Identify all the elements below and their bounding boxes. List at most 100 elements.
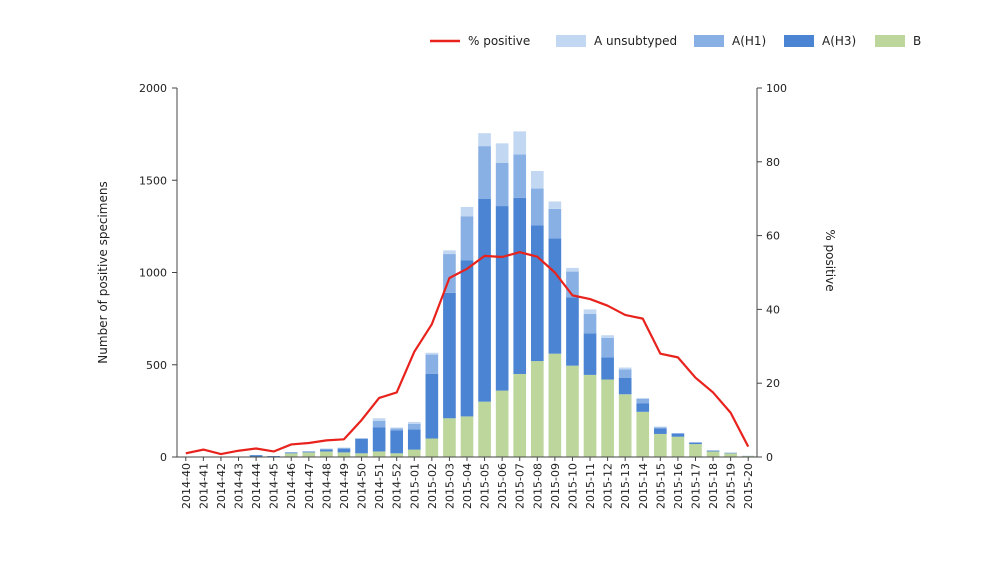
bar-a-h1--2015-01 — [407, 423, 421, 430]
bar-a-h1--2015-07 — [513, 154, 527, 198]
x-tick-label-2014-46: 2014-46 — [285, 463, 298, 509]
x-tick-label-2015-03: 2015-03 — [443, 463, 456, 509]
bar-a-h3--2014-50 — [355, 438, 368, 454]
right-axis-title: % positive — [823, 229, 837, 291]
bar-a-h1--2015-14 — [636, 398, 650, 404]
bar-a-h3--2014-46 — [284, 452, 298, 454]
bar-a-h1--2015-05 — [478, 146, 491, 199]
x-tick-label-2015-14: 2015-14 — [637, 463, 650, 509]
x-tick-label-2014-43: 2014-43 — [233, 463, 246, 509]
bar-a-h3--2015-18 — [706, 450, 720, 452]
legend-swatch-a-h1- — [694, 35, 724, 47]
legend-label-a-unsubtyped: A unsubtyped — [594, 34, 677, 48]
x-tick-label-2014-49: 2014-49 — [338, 463, 351, 509]
x-tick-label-2015-13: 2015-13 — [619, 463, 632, 509]
left-tick-label-1000: 1000 — [139, 267, 167, 280]
bar-a-h3--2014-48 — [320, 449, 333, 452]
bar-b-2015-04 — [460, 416, 474, 457]
bar-a-unsubtyped-2015-03 — [443, 250, 456, 255]
bar-b-2015-14 — [636, 411, 650, 457]
legend-label-%-positive: % positive — [468, 34, 530, 48]
legend-label-a-h3-: A(H3) — [822, 34, 856, 48]
bar-a-unsubtyped-2015-07 — [513, 131, 527, 155]
bar-a-h3--2015-14 — [636, 403, 650, 412]
x-tick-label-2015-11: 2015-11 — [584, 463, 597, 509]
bar-b-2014-48 — [320, 451, 333, 457]
bar-a-h3--2015-08 — [530, 225, 544, 362]
right-tick-label-100: 100 — [766, 82, 787, 95]
bar-a-h1--2015-11 — [583, 314, 597, 334]
bar-a-h1--2015-09 — [548, 208, 562, 239]
x-tick-label-2014-41: 2014-41 — [197, 463, 210, 509]
bar-a-h1--2015-02 — [425, 354, 439, 374]
bar-a-unsubtyped-2015-09 — [548, 201, 562, 209]
legend-swatch-b — [875, 35, 905, 47]
bar-b-2015-01 — [407, 449, 421, 457]
bar-a-h1--2015-16 — [671, 433, 685, 434]
bar-a-h1--2014-52 — [390, 428, 404, 431]
bar-a-unsubtyped-2015-14 — [636, 397, 650, 399]
bar-b-2015-06 — [495, 390, 509, 457]
bar-a-unsubtyped-2015-05 — [478, 133, 491, 147]
bar-a-h3--2015-10 — [566, 297, 579, 366]
bar-a-unsubtyped-2015-13 — [618, 367, 632, 370]
bar-a-h1--2015-12 — [601, 338, 614, 358]
right-tick-label-20: 20 — [766, 377, 780, 390]
bar-a-h3--2015-09 — [548, 238, 562, 354]
bar-b-2015-16 — [671, 436, 685, 457]
left-tick-label-500: 500 — [146, 359, 167, 372]
left-axis-title: Number of positive specimens — [96, 181, 110, 363]
x-tick-label-2015-02: 2015-02 — [426, 463, 439, 509]
x-tick-label-2014-50: 2014-50 — [356, 463, 369, 509]
left-tick-label-0: 0 — [160, 451, 167, 464]
bar-a-h3--2014-49 — [337, 448, 351, 453]
bar-a-unsubtyped-2014-52 — [390, 427, 404, 429]
x-tick-label-2014-44: 2014-44 — [250, 463, 263, 509]
bar-a-h3--2014-44 — [249, 455, 263, 457]
x-tick-label-2014-40: 2014-40 — [180, 463, 193, 509]
line-percent-positive — [185, 251, 750, 456]
right-tick-label-80: 80 — [766, 156, 780, 169]
bar-a-h1--2015-03 — [443, 254, 456, 293]
x-tick-label-2015-01: 2015-01 — [408, 463, 421, 509]
x-tick-label-2015-08: 2015-08 — [531, 463, 544, 509]
bar-a-h3--2015-12 — [601, 357, 614, 380]
x-tick-label-2015-17: 2015-17 — [689, 463, 702, 509]
bar-a-h1--2015-10 — [566, 271, 579, 298]
x-tick-label-2014-48: 2014-48 — [320, 463, 333, 509]
x-tick-label-2014-42: 2014-42 — [215, 463, 228, 509]
bar-a-h3--2015-07 — [513, 197, 527, 374]
bar-a-h3--2015-01 — [407, 429, 421, 450]
bar-b-2015-08 — [530, 361, 544, 457]
bar-b-2015-17 — [689, 444, 702, 457]
x-tick-label-2015-19: 2015-19 — [725, 463, 738, 509]
bar-a-h3--2015-02 — [425, 373, 439, 439]
bar-a-h1--2014-48 — [320, 448, 333, 450]
legend-label-a-h1-: A(H1) — [732, 34, 766, 48]
bar-b-2015-15 — [654, 433, 667, 457]
bar-b-2015-03 — [443, 418, 456, 457]
bar-a-h3--2014-47 — [302, 451, 316, 453]
bar-b-2015-09 — [548, 353, 562, 457]
bar-a-h3--2015-05 — [478, 198, 491, 402]
bar-b-2015-18 — [706, 451, 720, 457]
bar-b-2015-11 — [583, 374, 597, 457]
bar-b-2014-50 — [355, 453, 368, 457]
bar-a-h3--2015-06 — [495, 206, 509, 391]
bar-a-unsubtyped-2015-15 — [654, 426, 667, 428]
legend-swatch-a-unsubtyped — [556, 35, 586, 47]
bar-a-h1--2014-51 — [372, 421, 386, 428]
bar-b-2014-51 — [372, 451, 386, 457]
x-tick-label-2014-51: 2014-51 — [373, 463, 386, 509]
x-tick-label-2015-07: 2015-07 — [514, 463, 527, 509]
x-tick-label-2015-06: 2015-06 — [496, 463, 509, 509]
right-tick-label-60: 60 — [766, 230, 780, 243]
right-tick-label-0: 0 — [766, 451, 773, 464]
bar-b-2014-52 — [390, 453, 404, 457]
bar-b-2015-10 — [566, 365, 579, 457]
bar-b-2015-07 — [513, 373, 527, 457]
bar-b-2015-02 — [425, 438, 439, 457]
bar-a-unsubtyped-2015-02 — [425, 352, 439, 355]
bar-a-unsubtyped-2015-10 — [566, 267, 579, 272]
bar-b-2015-19 — [724, 453, 737, 457]
